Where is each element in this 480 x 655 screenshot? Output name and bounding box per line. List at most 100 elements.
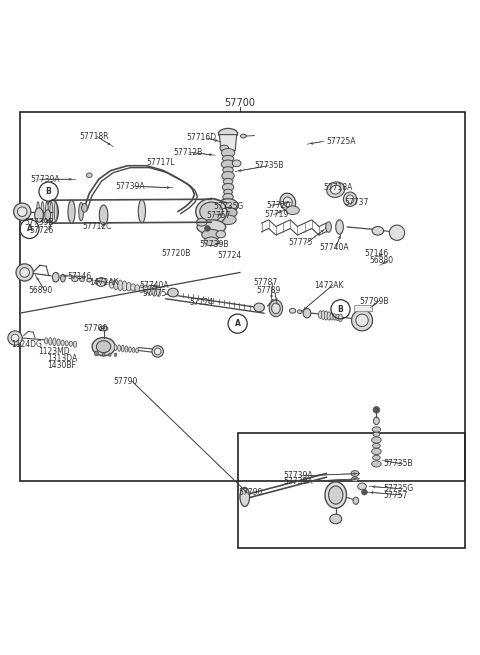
Ellipse shape <box>223 166 233 174</box>
Text: 57735G: 57735G <box>384 484 414 493</box>
Text: 57739A: 57739A <box>30 175 60 183</box>
Text: 57724: 57724 <box>190 297 214 307</box>
Ellipse shape <box>324 311 328 320</box>
Circle shape <box>204 225 210 231</box>
Text: 57725A: 57725A <box>326 137 356 146</box>
Text: 1313DA: 1313DA <box>48 354 78 363</box>
Ellipse shape <box>204 237 218 246</box>
Ellipse shape <box>286 206 300 215</box>
Text: 57716D: 57716D <box>186 134 216 143</box>
Ellipse shape <box>99 205 108 225</box>
Ellipse shape <box>99 326 108 331</box>
Text: 57740A: 57740A <box>140 282 169 290</box>
Text: A: A <box>26 225 32 233</box>
Text: B: B <box>337 305 343 314</box>
Ellipse shape <box>232 160 241 166</box>
Ellipse shape <box>61 340 64 346</box>
Ellipse shape <box>336 220 343 234</box>
Ellipse shape <box>372 427 381 432</box>
Ellipse shape <box>343 192 357 206</box>
Ellipse shape <box>330 313 334 320</box>
Ellipse shape <box>331 185 341 194</box>
Ellipse shape <box>50 202 53 222</box>
Text: 57799B: 57799B <box>360 297 389 306</box>
Text: 1124DG: 1124DG <box>11 340 42 348</box>
Text: 1123MD: 1123MD <box>38 347 70 356</box>
Ellipse shape <box>47 200 59 223</box>
Ellipse shape <box>54 202 57 222</box>
Ellipse shape <box>138 200 145 223</box>
Ellipse shape <box>125 346 128 352</box>
Ellipse shape <box>280 193 296 211</box>
Ellipse shape <box>57 339 60 346</box>
Ellipse shape <box>118 345 120 351</box>
Ellipse shape <box>36 202 39 222</box>
Text: 57712C: 57712C <box>82 223 111 231</box>
Text: 57740A: 57740A <box>319 243 348 252</box>
Text: 57739A: 57739A <box>116 182 145 191</box>
Ellipse shape <box>327 182 345 197</box>
Circle shape <box>20 268 29 277</box>
Ellipse shape <box>152 286 157 296</box>
Text: 57787: 57787 <box>253 278 277 288</box>
Bar <box>20 112 465 481</box>
Ellipse shape <box>200 202 223 221</box>
Ellipse shape <box>80 278 84 282</box>
Ellipse shape <box>223 178 233 185</box>
Ellipse shape <box>114 353 117 356</box>
Circle shape <box>356 314 368 327</box>
Ellipse shape <box>95 351 98 356</box>
Ellipse shape <box>373 432 380 436</box>
Ellipse shape <box>109 280 114 288</box>
Ellipse shape <box>197 220 226 234</box>
Ellipse shape <box>220 215 236 225</box>
Ellipse shape <box>73 341 76 347</box>
Text: 57757: 57757 <box>384 491 408 500</box>
Ellipse shape <box>330 514 342 524</box>
Circle shape <box>152 346 163 357</box>
Ellipse shape <box>254 303 264 312</box>
Ellipse shape <box>65 341 68 346</box>
Ellipse shape <box>102 352 105 356</box>
Ellipse shape <box>240 134 246 138</box>
Text: B: B <box>46 187 51 196</box>
Ellipse shape <box>325 482 347 508</box>
Ellipse shape <box>298 310 302 314</box>
Ellipse shape <box>135 285 140 291</box>
Ellipse shape <box>41 202 44 222</box>
Circle shape <box>373 407 380 413</box>
Ellipse shape <box>325 222 331 233</box>
Text: 56880: 56880 <box>369 256 393 265</box>
Ellipse shape <box>60 274 65 282</box>
Ellipse shape <box>283 197 292 207</box>
Circle shape <box>351 310 372 331</box>
Text: 57775: 57775 <box>288 238 312 248</box>
Text: 57720: 57720 <box>266 201 290 210</box>
Text: 57720B: 57720B <box>161 249 191 258</box>
Text: 57739B: 57739B <box>24 217 54 227</box>
Text: 1472AK: 1472AK <box>314 281 344 290</box>
Ellipse shape <box>372 443 380 448</box>
Text: 57789: 57789 <box>257 286 281 295</box>
Ellipse shape <box>114 345 117 350</box>
Text: 57719: 57719 <box>264 210 288 219</box>
Ellipse shape <box>79 202 84 221</box>
Circle shape <box>17 207 27 216</box>
Ellipse shape <box>148 285 153 295</box>
Ellipse shape <box>219 208 237 218</box>
Text: 57735B: 57735B <box>384 459 413 468</box>
Text: 1430BF: 1430BF <box>48 361 76 370</box>
Ellipse shape <box>328 486 343 504</box>
Ellipse shape <box>220 145 228 151</box>
Ellipse shape <box>68 200 75 223</box>
Ellipse shape <box>92 337 115 356</box>
Ellipse shape <box>216 231 226 238</box>
Text: 57737: 57737 <box>344 198 369 206</box>
Text: 57739A: 57739A <box>283 477 312 486</box>
Ellipse shape <box>372 449 381 455</box>
Circle shape <box>11 334 19 342</box>
Circle shape <box>13 203 31 220</box>
Ellipse shape <box>87 278 92 282</box>
Ellipse shape <box>218 198 238 212</box>
Ellipse shape <box>118 280 123 291</box>
